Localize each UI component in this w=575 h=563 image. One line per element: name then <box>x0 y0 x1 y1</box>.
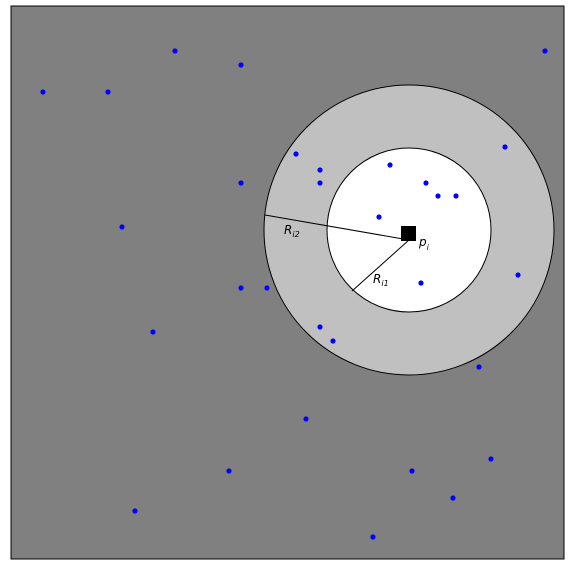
inner-radius-line <box>351 239 410 292</box>
data-point-dot <box>317 180 323 186</box>
data-point-dot <box>423 180 429 186</box>
data-point-dot <box>502 144 508 150</box>
dots-group <box>40 48 548 540</box>
inner-radius-label: Ri1 <box>373 272 389 288</box>
data-point-dot <box>317 324 323 330</box>
center-point-marker <box>401 226 416 241</box>
data-point-dot <box>238 180 244 186</box>
data-point-dot <box>330 338 336 344</box>
data-point-dot <box>488 456 494 462</box>
data-point-dot <box>435 193 441 199</box>
data-point-dot <box>387 162 393 168</box>
data-point-dot <box>40 89 46 95</box>
data-point-dot <box>515 272 521 278</box>
outer-radius-label: Ri2 <box>284 223 300 239</box>
data-point-dot <box>409 468 415 474</box>
data-point-dot <box>293 151 299 157</box>
outer-radius-line <box>264 214 410 241</box>
data-point-dot <box>370 534 376 540</box>
data-point-dot <box>303 416 309 422</box>
data-point-dot <box>238 285 244 291</box>
data-point-dot <box>226 468 232 474</box>
data-point-dot <box>105 89 111 95</box>
center-point-label: pi <box>418 235 430 252</box>
data-point-dot <box>150 329 156 335</box>
data-point-dot <box>542 48 548 54</box>
data-point-dot <box>450 495 456 501</box>
data-point-dot <box>264 285 270 291</box>
data-point-dot <box>238 62 244 68</box>
data-point-dot <box>132 508 138 514</box>
data-point-dot <box>172 48 178 54</box>
data-point-dot <box>317 167 323 173</box>
data-point-dot <box>376 214 382 220</box>
data-point-dot <box>418 280 424 286</box>
data-point-dot <box>453 193 459 199</box>
data-point-dot <box>476 364 482 370</box>
data-point-dot <box>119 224 125 230</box>
